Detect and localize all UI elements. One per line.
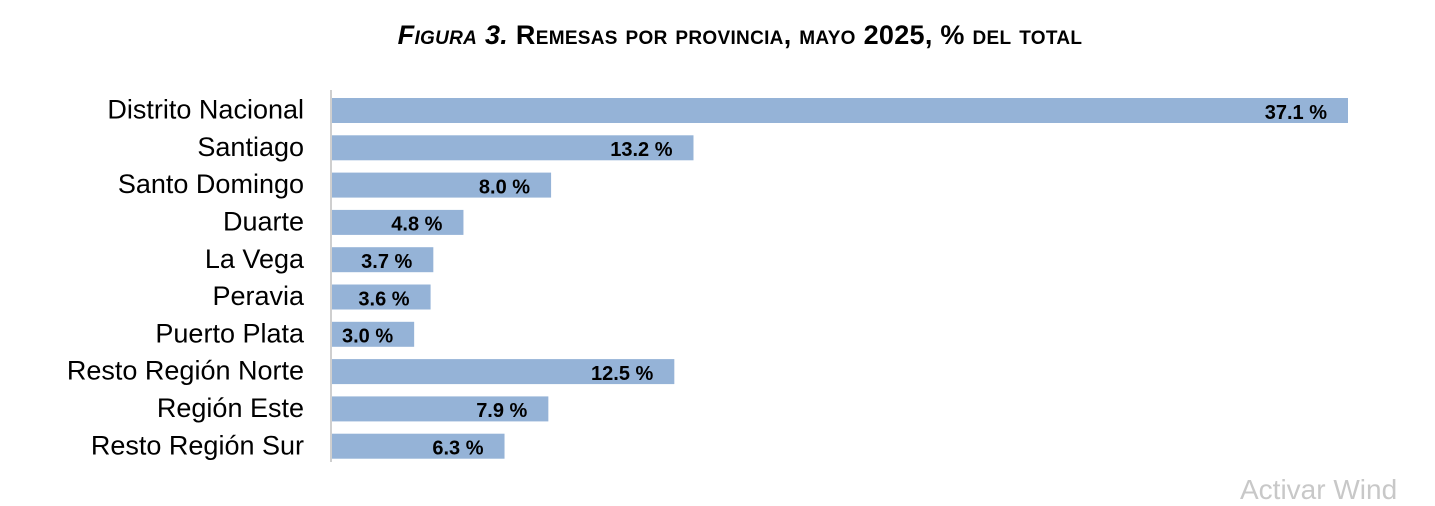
value-label: 4.8 % <box>391 214 442 236</box>
category-label: La Vega <box>205 244 305 274</box>
chart-title: Figura 3. Remesas por provincia, mayo 20… <box>0 20 1435 51</box>
category-label: Distrito Nacional <box>107 95 304 125</box>
bar <box>332 396 549 422</box>
category-label: Resto Región Norte <box>67 356 304 386</box>
value-label: 12.5 % <box>591 363 653 385</box>
chart-title-text: Remesas por provincia, mayo 2025, % del … <box>515 20 1083 50</box>
value-label: 6.3 % <box>432 437 483 459</box>
category-label: Puerto Plata <box>155 318 305 348</box>
bar <box>332 284 431 310</box>
bar <box>332 209 464 235</box>
bar <box>332 135 694 161</box>
bar <box>332 247 434 273</box>
category-label: Santo Domingo <box>118 169 304 199</box>
bar-chart: Distrito Nacional 37.1 % Santiago 13.2 % San… <box>67 90 1348 462</box>
category-label: Santiago <box>197 132 304 162</box>
value-label: 13.2 % <box>610 139 672 161</box>
value-label: 7.9 % <box>476 400 527 422</box>
bar <box>332 98 1348 123</box>
category-label: Región Este <box>157 393 304 423</box>
bar <box>332 359 675 385</box>
value-label: 3.6 % <box>358 288 409 310</box>
category-label: Resto Región Sur <box>91 430 304 460</box>
bar <box>332 321 415 347</box>
value-label: 8.0 % <box>479 176 530 198</box>
value-label: 3.0 % <box>342 326 393 348</box>
value-label: 3.7 % <box>361 251 412 273</box>
category-label: Peravia <box>212 281 305 311</box>
figure-number: Figura 3. <box>397 20 509 50</box>
bar <box>332 433 505 459</box>
bar <box>332 172 552 198</box>
activation-watermark: Activar Wind <box>1240 474 1398 505</box>
value-label: 37.1 % <box>1265 102 1327 124</box>
category-label: Duarte <box>223 207 304 237</box>
